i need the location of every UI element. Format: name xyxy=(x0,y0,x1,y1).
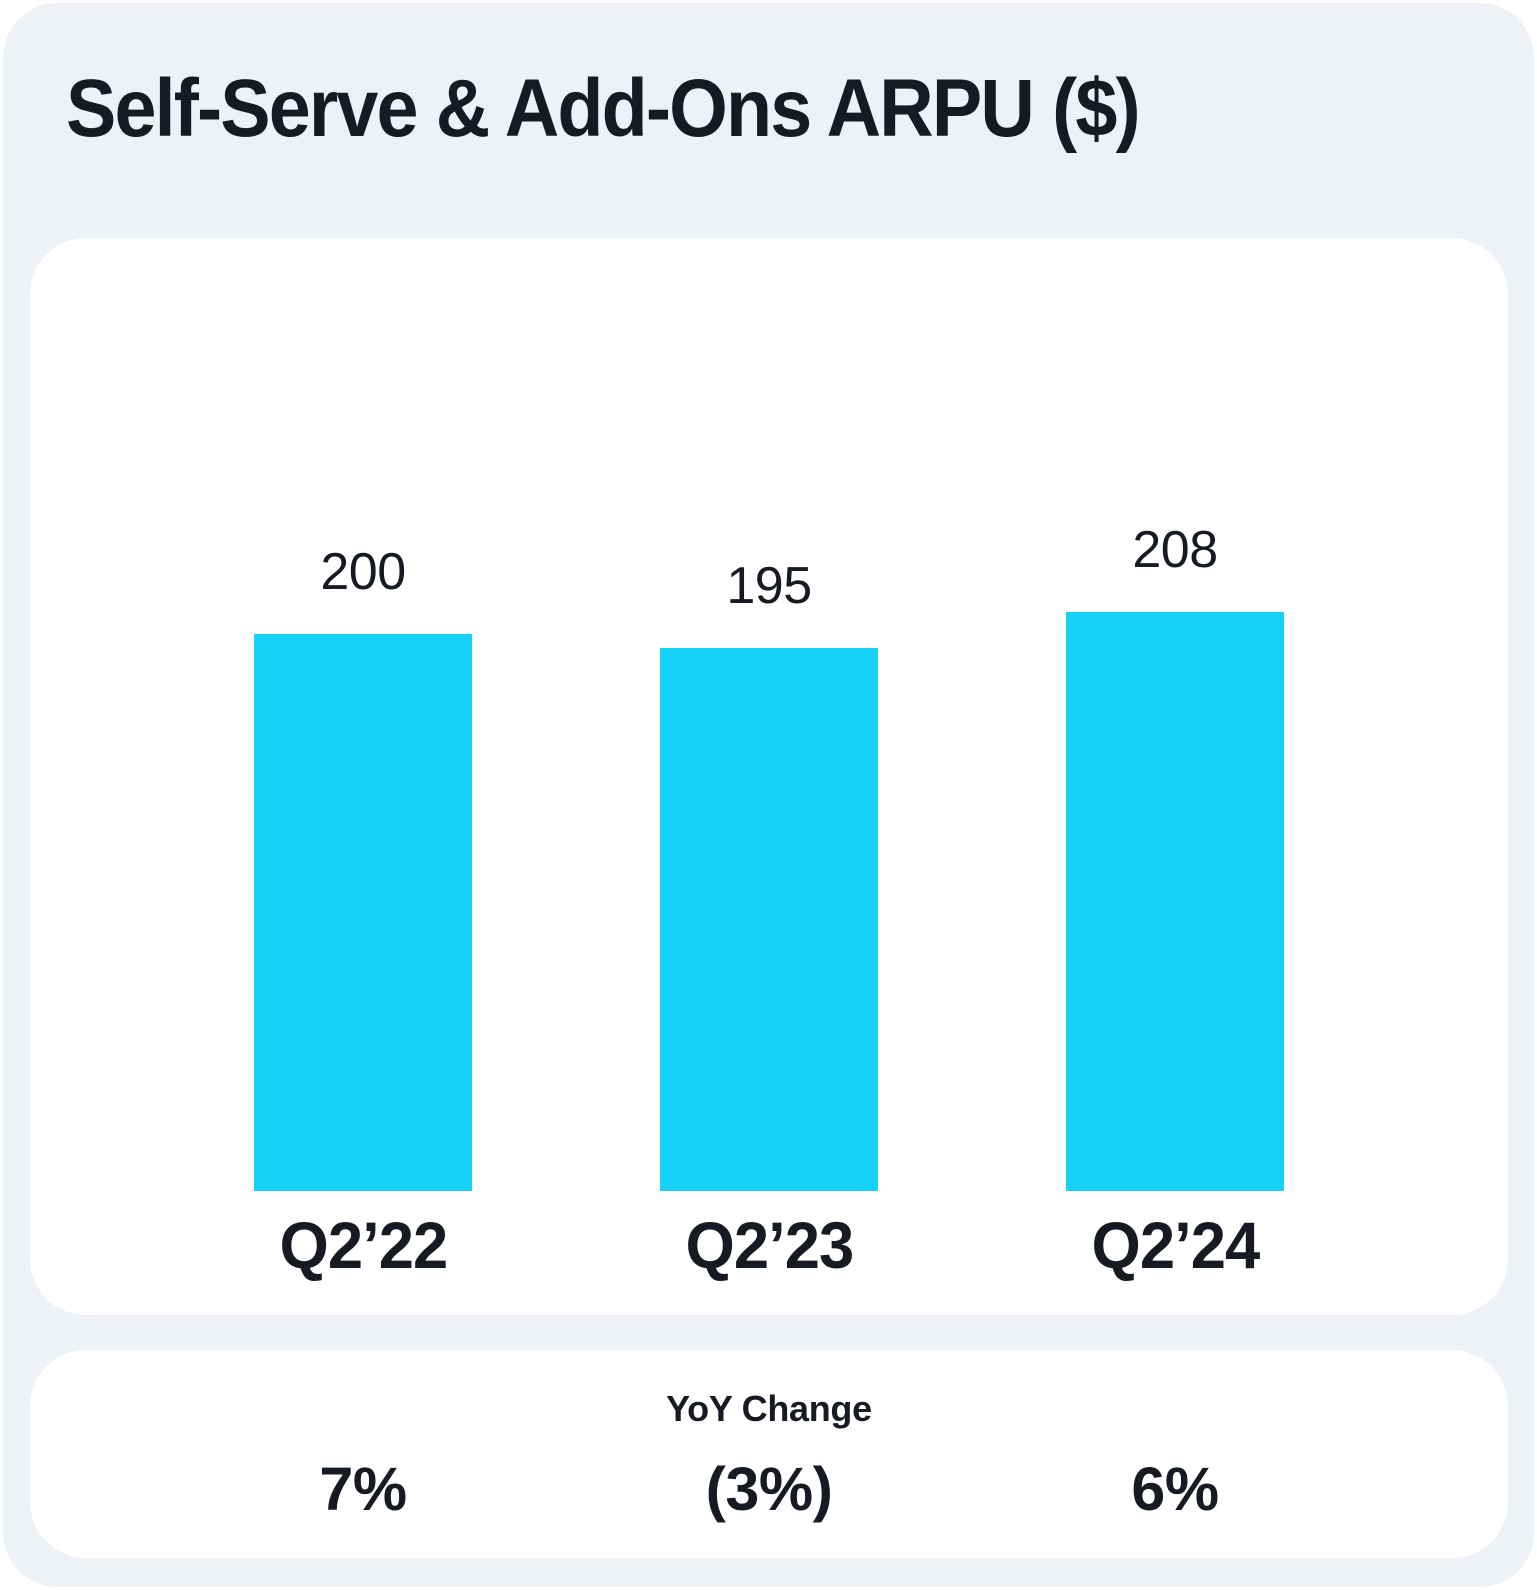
yoy-value-q2-23: (3%) xyxy=(705,1455,833,1523)
bar-category-label: Q2’22 xyxy=(279,1208,448,1283)
bar-column-q2-23: 195 Q2’23 xyxy=(566,557,972,1285)
bar-column-q2-22: 200 Q2’22 xyxy=(160,543,566,1285)
bar-q2-23 xyxy=(660,648,878,1192)
bar-value-label: 208 xyxy=(1132,521,1218,580)
bar-category-label: Q2’24 xyxy=(1091,1208,1260,1283)
bar-q2-24 xyxy=(1066,612,1284,1192)
bar-category-label: Q2’23 xyxy=(685,1208,854,1283)
bar-chart: 200 Q2’22 195 Q2’23 208 Q2’24 xyxy=(30,238,1508,1315)
bar-value-label: 195 xyxy=(726,557,812,616)
yoy-value-q2-22: 7% xyxy=(319,1455,407,1523)
chart-card: 200 Q2’22 195 Q2’23 208 Q2’24 xyxy=(30,238,1508,1315)
yoy-card: YoY Change 7% (3%) 6% xyxy=(30,1350,1508,1558)
yoy-values-row: 7% (3%) 6% xyxy=(160,1454,1378,1524)
bar-q2-22 xyxy=(254,634,472,1192)
yoy-change-label: YoY Change xyxy=(666,1388,872,1429)
yoy-value-q2-24: 6% xyxy=(1131,1455,1219,1523)
bar-column-q2-24: 208 Q2’24 xyxy=(972,521,1378,1285)
bar-value-label: 200 xyxy=(320,543,406,602)
page-title: Self-Serve & Add-Ons ARPU ($) xyxy=(66,63,1141,154)
